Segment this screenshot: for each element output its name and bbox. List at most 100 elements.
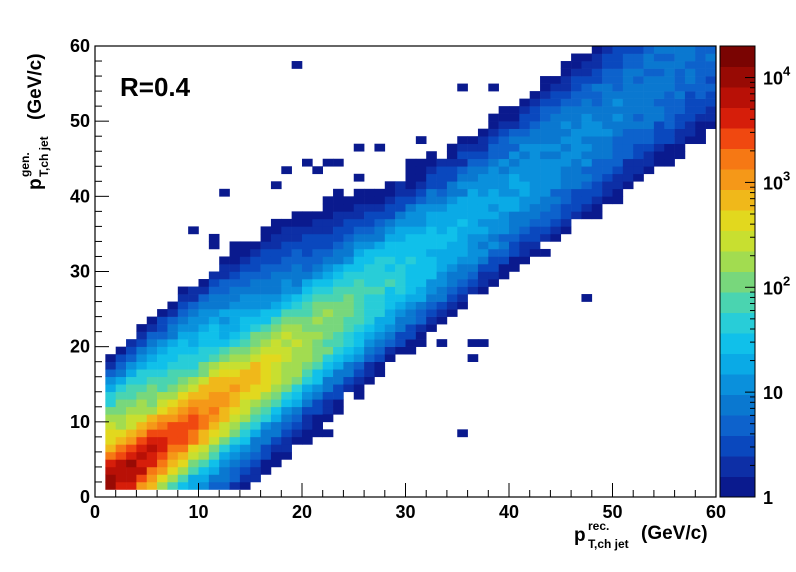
heatmap-bin	[664, 68, 675, 77]
heatmap-bin	[581, 173, 593, 182]
heatmap-bin	[115, 459, 127, 468]
heatmap-bin	[126, 474, 137, 483]
heatmap-bin	[302, 218, 313, 227]
heatmap-bin	[436, 158, 448, 167]
heatmap-bin	[208, 414, 220, 423]
heatmap-bin	[560, 196, 572, 205]
heatmap-bin	[488, 173, 499, 182]
heatmap-bin	[633, 121, 644, 129]
colorbar-segment	[720, 394, 755, 416]
heatmap-bin	[333, 218, 344, 227]
heatmap-bin	[426, 324, 437, 332]
y-tick-labels: 0 10 20 30 40 50 60	[70, 36, 90, 507]
heatmap-bin	[374, 256, 386, 265]
heatmap-bin	[540, 76, 551, 84]
heatmap-bin	[436, 233, 448, 242]
heatmap-bin	[498, 263, 510, 272]
heatmap-bin	[550, 76, 562, 84]
heatmap-bin	[364, 294, 375, 302]
heatmap-bin	[343, 226, 355, 235]
heatmap-bin	[229, 376, 241, 385]
heatmap-bin	[602, 68, 613, 77]
heatmap-bin	[653, 98, 665, 107]
heatmap-bin	[509, 106, 520, 114]
heatmap-bin	[353, 384, 365, 393]
colorbar-segment	[720, 169, 755, 190]
heatmap-bin	[146, 421, 158, 430]
heatmap-bin	[374, 309, 386, 317]
heatmap-bin	[115, 481, 127, 490]
heatmap-bin	[374, 361, 386, 370]
colorbar-tick-label: 104	[763, 64, 791, 89]
heatmap-bin	[540, 83, 551, 92]
heatmap-bin	[571, 166, 582, 175]
heatmap-bin	[250, 309, 261, 317]
heatmap-bin	[239, 279, 251, 287]
heatmap-bin	[395, 279, 406, 287]
heatmap-bin	[519, 158, 530, 167]
heatmap-bin	[167, 384, 179, 393]
heatmap-bin	[260, 354, 272, 362]
heatmap-bin	[622, 143, 634, 152]
heatmap-bin	[250, 436, 261, 445]
heatmap-bin	[395, 331, 406, 340]
heatmap-bin	[146, 429, 158, 438]
heatmap-bin	[674, 68, 686, 77]
heatmap-bin	[602, 113, 613, 122]
heatmap-bin	[674, 46, 686, 54]
heatmap-bin	[157, 384, 168, 393]
heatmap-bin	[250, 384, 261, 393]
heatmap-bin	[157, 429, 168, 438]
heatmap-bin	[302, 279, 313, 287]
heatmap-bin	[343, 316, 355, 325]
heatmap-bin	[477, 286, 489, 295]
heatmap-bin	[333, 196, 344, 205]
heatmap-bin	[198, 451, 210, 460]
heatmap-bin	[695, 83, 706, 92]
heatmap-bin	[612, 181, 624, 190]
heatmap-bin	[188, 376, 199, 385]
heatmap-bin	[415, 203, 427, 212]
heatmap-bin	[219, 444, 230, 453]
heatmap-bin	[219, 309, 230, 317]
heatmap-bin	[219, 324, 230, 332]
heatmap-bin	[291, 316, 303, 325]
heatmap-bin	[136, 406, 148, 415]
heatmap-bin	[612, 136, 624, 145]
heatmap-bin	[333, 324, 344, 332]
heatmap-bin	[602, 76, 613, 84]
heatmap-bin	[653, 158, 665, 167]
heatmap-bin	[270, 294, 282, 302]
heatmap-bin	[177, 301, 189, 310]
colorbar-segment	[720, 189, 755, 211]
heatmap-bin	[415, 309, 427, 317]
heatmap-bin	[560, 68, 572, 77]
heatmap-bin	[229, 324, 241, 332]
heatmap-bin	[602, 53, 613, 62]
heatmap-bin	[250, 459, 261, 468]
heatmap-bin	[250, 474, 261, 483]
heatmap-bin	[436, 301, 448, 310]
heatmap-bin	[529, 241, 541, 250]
heatmap-bin	[146, 376, 158, 385]
heatmap-bin	[343, 294, 355, 302]
heatmap-bin	[436, 166, 448, 175]
heatmap-bin	[705, 98, 717, 107]
heatmap-bin	[571, 113, 582, 122]
heatmap-bin	[260, 361, 272, 370]
heatmap-bin	[426, 203, 437, 212]
heatmap-bin	[457, 158, 468, 167]
heatmap-bin	[467, 339, 479, 347]
heatmap-bin	[395, 339, 406, 347]
heatmap-bin	[695, 128, 706, 137]
heatmap-bin	[405, 233, 417, 242]
heatmap-bin	[333, 188, 344, 197]
heatmap-bin	[467, 151, 479, 160]
heatmap-bin	[250, 294, 261, 302]
heatmap-bin	[581, 91, 593, 99]
heatmap-bin	[239, 436, 251, 445]
heatmap-bin	[353, 226, 365, 235]
heatmap-bin	[446, 286, 458, 295]
heatmap-bin	[250, 263, 261, 272]
